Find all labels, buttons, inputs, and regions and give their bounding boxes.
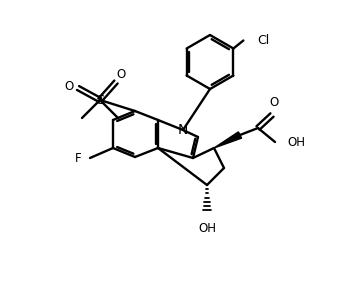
Polygon shape	[214, 132, 241, 148]
Text: F: F	[75, 152, 82, 165]
Text: OH: OH	[287, 137, 305, 150]
Text: N: N	[178, 123, 188, 137]
Text: S: S	[96, 94, 104, 106]
Text: O: O	[116, 68, 125, 81]
Text: OH: OH	[198, 222, 216, 235]
Text: O: O	[269, 96, 278, 109]
Text: Cl: Cl	[257, 34, 270, 47]
Text: O: O	[64, 81, 74, 94]
